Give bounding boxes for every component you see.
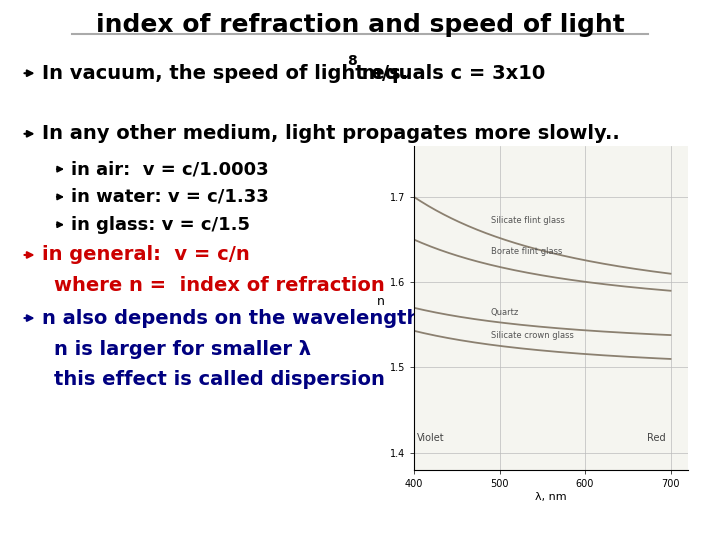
Text: Red: Red: [647, 433, 665, 442]
Text: Quartz: Quartz: [491, 308, 519, 317]
Text: in air:  v = c/1.0003: in air: v = c/1.0003: [71, 160, 269, 178]
Text: Silicate crown glass: Silicate crown glass: [491, 332, 574, 341]
Text: reflection & refraction of light: reflection & refraction of light: [257, 516, 463, 529]
Y-axis label: n: n: [377, 295, 385, 308]
Text: index of refraction and speed of light: index of refraction and speed of light: [96, 12, 624, 37]
X-axis label: λ, nm: λ, nm: [535, 491, 567, 502]
Text: in glass: v = c/1.5: in glass: v = c/1.5: [71, 215, 251, 234]
Text: n is larger for smaller λ: n is larger for smaller λ: [54, 340, 311, 359]
Text: in water: v = c/1.33: in water: v = c/1.33: [71, 188, 269, 206]
Text: Violet: Violet: [417, 433, 444, 442]
Text: Silicate flint glass: Silicate flint glass: [491, 216, 564, 225]
Text: In vacuum, the speed of light equals c = 3x10: In vacuum, the speed of light equals c =…: [42, 64, 545, 83]
Text: 7: 7: [690, 516, 698, 529]
Text: m/s.: m/s.: [356, 64, 408, 83]
Text: where n =  index of refraction: where n = index of refraction: [54, 276, 384, 295]
Text: In any other medium, light propagates more slowly..: In any other medium, light propagates mo…: [42, 124, 619, 143]
Text: this effect is called dispersion: this effect is called dispersion: [54, 370, 385, 389]
Text: 8: 8: [347, 53, 356, 68]
Text: in general:  v = c/n: in general: v = c/n: [42, 246, 250, 265]
Text: n also depends on the wavelength (λ): n also depends on the wavelength (λ): [42, 308, 457, 328]
Text: Borate flint glass: Borate flint glass: [491, 247, 562, 256]
